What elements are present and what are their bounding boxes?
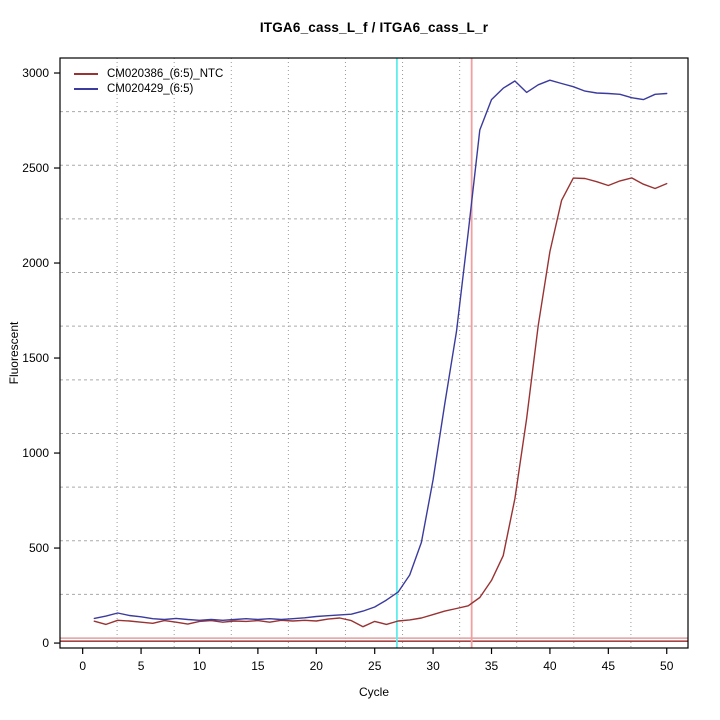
y-axis-label: Fluorescent [7,321,21,385]
legend-label: CM020429_(6:5) [107,82,194,95]
svg-text:3000: 3000 [22,66,49,80]
svg-text:2500: 2500 [22,161,49,175]
svg-text:45: 45 [602,659,616,673]
svg-text:0: 0 [42,636,49,650]
svg-text:500: 500 [29,541,49,555]
svg-text:30: 30 [426,659,440,673]
svg-text:1000: 1000 [22,446,49,460]
svg-text:40: 40 [543,659,557,673]
svg-text:25: 25 [368,659,382,673]
svg-text:10: 10 [193,659,207,673]
legend-line-swatch-red [74,72,98,75]
svg-text:1500: 1500 [22,351,49,365]
svg-text:15: 15 [251,659,265,673]
svg-text:35: 35 [485,659,499,673]
svg-text:20: 20 [310,659,324,673]
legend: CM020386_(6:5)_NTC CM020429_(6:5) [74,66,223,96]
legend-line-swatch-blue [74,87,98,90]
legend-item-sample: CM020429_(6:5) [74,81,223,96]
svg-text:0: 0 [79,659,86,673]
chart-title: ITGA6_cass_L_f / ITGA6_cass_L_r [259,20,489,35]
svg-text:2000: 2000 [22,256,49,270]
legend-item-ntc: CM020386_(6:5)_NTC [74,66,223,81]
legend-label: CM020386_(6:5)_NTC [107,67,224,80]
x-axis-label: Cycle [358,685,389,699]
svg-text:5: 5 [138,659,145,673]
svg-text:50: 50 [660,659,674,673]
